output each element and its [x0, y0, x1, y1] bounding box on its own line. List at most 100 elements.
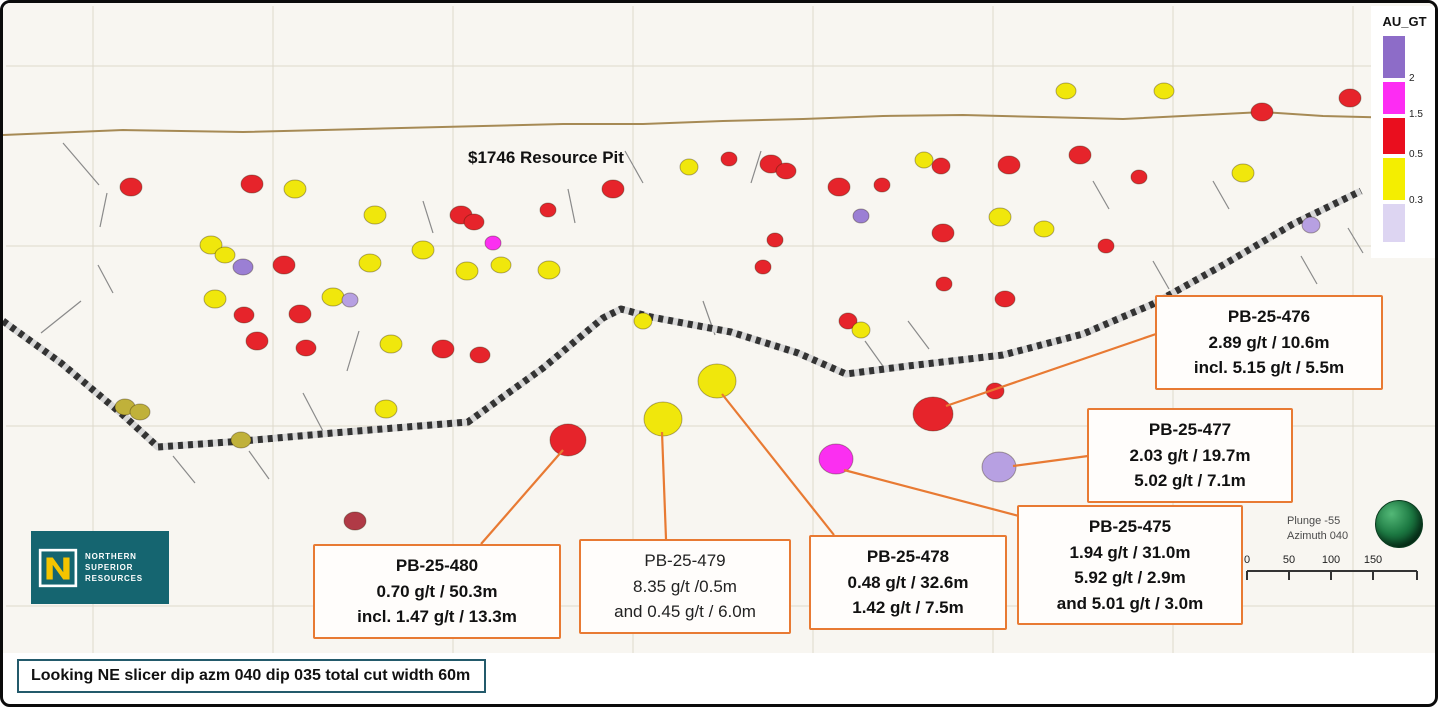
intercept-disc-yellow [203, 289, 227, 309]
intercept-result: and 5.01 g/t / 3.0m [1056, 593, 1204, 613]
intercept-disc-red [240, 174, 264, 194]
intercept-result: and 0.45 g/t / 6.0m [614, 602, 756, 621]
scale-tick-label: 50 [1282, 554, 1296, 566]
resource-pit-label: $1746 Resource Pit [468, 148, 624, 167]
drill-trace-line [422, 200, 434, 234]
intercept-result: incl. 5.15 g/t / 5.5m [1193, 358, 1345, 377]
intercept-disc-magenta [484, 235, 502, 251]
intercept-disc-red [119, 177, 143, 197]
intercept-disc-red [272, 255, 296, 275]
intercept-result: 2.89 g/t / 10.6m [1208, 332, 1330, 352]
intercept-disc-red [463, 213, 485, 231]
legend-swatch: 0.5 [1383, 118, 1423, 160]
intercept-disc-red [931, 157, 951, 175]
grade-legend: AU_GT 2 1.5 0.5 0.3 [1371, 6, 1435, 258]
intercept-disc-magenta [818, 443, 854, 475]
intercept-disc-red [1068, 145, 1092, 165]
intercept-disc-red [288, 304, 312, 324]
intercept-disc-red [601, 179, 625, 199]
legend-swatch [1383, 204, 1405, 242]
intercept-disc-red [994, 290, 1016, 308]
scale-bar: 0 50 100 150 [1239, 554, 1425, 586]
callout-leader-line [843, 468, 1020, 518]
drill-trace-line [99, 192, 108, 228]
intercept-disc-yellow [697, 363, 737, 399]
intercept-disc-red [1130, 169, 1148, 185]
drill-trace-line [1152, 260, 1170, 290]
logo-line-1: NORTHERN [85, 551, 137, 561]
intercept-disc-lavender [1301, 216, 1321, 234]
callout-PB-25-476: PB-25-476 2.89 g/t / 10.6m incl. 5.15 g/t … [1155, 295, 1383, 390]
intercept-disc-yellow [633, 312, 653, 330]
intercept-result: 2.03 g/t / 19.7m [1129, 445, 1251, 465]
intercept-disc-red [233, 306, 255, 324]
hole-id: PB-25-478 [866, 547, 950, 566]
azimuth-label: Azimuth 040 [1287, 529, 1349, 542]
legend-swatch: 0.3 [1383, 158, 1423, 206]
hole-id: PB-25-476 [1227, 307, 1311, 326]
hole-id: PB-25-479 [644, 551, 726, 570]
hole-id: PB-25-475 [1088, 517, 1172, 536]
logo-line-2: SUPERIOR [85, 562, 134, 572]
drill-trace-line [172, 455, 196, 484]
callout-PB-25-477: PB-25-477 2.03 g/t / 19.7m 5.02 g/t / 7.1m [1087, 408, 1293, 503]
intercept-disc-red [1250, 102, 1274, 122]
legend-threshold-label: 0.3 [1409, 195, 1423, 206]
legend-swatch: 2 [1383, 36, 1415, 84]
intercept-disc-yellow [455, 261, 479, 281]
drill-trace-line [624, 150, 644, 184]
callout-PB-25-479: PB-25-479 8.35 g/t /0.5m and 0.45 g/t / 6.… [579, 539, 791, 634]
intercept-disc-lavender [981, 451, 1017, 483]
intercept-disc-yellow [490, 256, 512, 274]
intercept-result: 0.48 g/t / 32.6m [847, 572, 969, 592]
section-description-note: Looking NE slicer dip azm 040 dip 035 to… [17, 659, 487, 693]
intercept-result: 5.02 g/t / 7.1m [1134, 471, 1246, 490]
intercept-disc-purple [232, 258, 254, 276]
topography-line [3, 110, 1435, 136]
intercept-disc-red [775, 162, 797, 180]
intercept-disc-yellow [1055, 82, 1077, 100]
logo-wordmark: NORTHERN SUPERIOR RESOURCES [85, 551, 143, 585]
intercept-disc-maroon [343, 511, 367, 531]
callout-leader-line [660, 431, 668, 540]
intercept-disc-yellow [537, 260, 561, 280]
legend-threshold-label: 1.5 [1409, 109, 1423, 120]
intercept-disc-red [766, 232, 784, 248]
drill-trace-line [1092, 180, 1110, 210]
intercept-disc-yellow [643, 401, 683, 437]
intercept-disc-red [827, 177, 851, 197]
intercept-result: 1.94 g/t / 31.0m [1069, 542, 1191, 562]
intercept-disc-yellow [1033, 220, 1055, 238]
intercept-disc-red [295, 339, 317, 357]
intercept-disc-yellow [283, 179, 307, 199]
callout-PB-25-478: PB-25-478 0.48 g/t / 32.6m 1.42 g/t / 7.5m [809, 535, 1007, 630]
intercept-result: 5.92 g/t / 2.9m [1074, 568, 1186, 587]
drill-trace-line [302, 392, 326, 436]
company-logo: NORTHERN SUPERIOR RESOURCES [31, 531, 169, 604]
intercept-disc-yellow [411, 240, 435, 260]
intercept-disc-yellow [1231, 163, 1255, 183]
intercept-disc-yellow [851, 321, 871, 339]
callout-PB-25-475: PB-25-475 1.94 g/t / 31.0m 5.92 g/t / 2.9m… [1017, 505, 1243, 625]
callout-leader-line [1012, 454, 1089, 468]
drill-trace-line [1347, 227, 1364, 254]
intercept-disc-yellow [1153, 82, 1175, 100]
intercept-disc-red [245, 331, 269, 351]
intercept-disc-purple [852, 208, 870, 224]
drill-trace-line [1300, 255, 1318, 285]
logo-n-icon [38, 548, 78, 587]
drill-trace-line [750, 150, 762, 184]
orientation-sphere-icon[interactable] [1375, 500, 1423, 548]
drill-trace-line [62, 142, 100, 186]
pit-outline [3, 187, 1363, 451]
drill-trace-line [567, 188, 576, 224]
intercept-disc-red [469, 346, 491, 364]
intercept-disc-red [549, 423, 587, 457]
scale-bar-ruler [1246, 570, 1418, 580]
callout-leader-line [945, 332, 1157, 408]
intercept-disc-red [912, 396, 954, 432]
intercept-disc-red [754, 259, 772, 275]
callout-PB-25-480: PB-25-480 0.70 g/t / 50.3m incl. 1.47 g/t … [313, 544, 561, 639]
intercept-result: incl. 1.47 g/t / 13.3m [357, 607, 517, 626]
